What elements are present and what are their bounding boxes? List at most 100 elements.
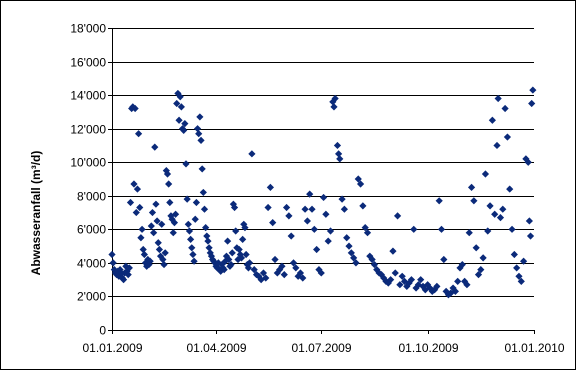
data-point — [486, 202, 494, 210]
data-point — [322, 210, 330, 218]
data-point — [271, 255, 279, 264]
data-point — [289, 259, 298, 267]
data-point — [437, 225, 446, 233]
data-point — [449, 284, 457, 292]
y-tick-label: 12'000 — [70, 123, 106, 137]
data-point — [206, 249, 214, 257]
x-tick-label: 01.10.2009 — [398, 341, 458, 355]
data-point — [526, 232, 535, 240]
data-point — [294, 272, 302, 280]
y-tick-label: 18'000 — [70, 22, 106, 36]
data-point — [170, 219, 179, 227]
data-point — [442, 287, 450, 296]
data-point — [205, 244, 213, 252]
data-point — [188, 244, 196, 252]
data-point — [310, 225, 318, 233]
data-point — [161, 249, 169, 257]
data-point — [110, 266, 118, 274]
data-point — [222, 252, 231, 260]
data-point — [276, 266, 284, 274]
data-point — [336, 155, 344, 163]
x-tick-label: 01.01.2010 — [504, 341, 564, 355]
data-point — [440, 255, 448, 264]
data-point — [230, 203, 239, 212]
data-point — [116, 266, 124, 274]
data-point — [184, 220, 192, 228]
data-point — [141, 259, 150, 267]
data-point — [182, 160, 190, 168]
data-point — [387, 276, 395, 284]
data-point — [359, 202, 367, 210]
data-point — [493, 141, 501, 150]
data-point — [159, 255, 167, 264]
data-point — [181, 120, 189, 128]
x-tick-label: 01.04.2009 — [186, 341, 246, 355]
data-point — [146, 257, 154, 265]
data-point — [144, 255, 152, 264]
y-tick-labels: 0 2'000 4'000 6'000 8'000 10'000 12'000 14'000 1… — [70, 22, 106, 338]
data-point — [224, 237, 232, 245]
data-point — [417, 276, 425, 284]
data-point — [156, 252, 165, 260]
data-point — [458, 260, 466, 269]
data-point — [198, 165, 206, 173]
data-point — [474, 271, 483, 279]
data-point — [175, 116, 183, 124]
data-point — [202, 224, 210, 232]
data-point — [529, 86, 537, 94]
data-point — [393, 212, 402, 220]
data-point — [193, 125, 202, 133]
data-point — [220, 266, 228, 274]
data-point — [524, 158, 532, 166]
data-point — [221, 257, 229, 265]
data-point — [519, 257, 528, 265]
y-tick-label: 8'000 — [77, 190, 106, 204]
data-point — [269, 219, 277, 227]
data-point — [513, 264, 521, 272]
data-point — [176, 93, 184, 101]
data-point — [228, 249, 236, 257]
data-point — [153, 217, 161, 225]
data-point — [140, 250, 148, 259]
data-point — [382, 277, 390, 285]
data-point — [333, 141, 342, 150]
data-point — [259, 269, 268, 277]
data-point — [435, 197, 443, 205]
data-point — [479, 254, 487, 262]
data-point — [278, 262, 286, 270]
data-point — [151, 143, 159, 151]
data-point — [138, 225, 146, 233]
data-point — [183, 195, 191, 203]
data-point — [282, 203, 291, 212]
data-point — [428, 287, 436, 296]
data-point — [131, 104, 139, 113]
data-point — [136, 203, 144, 212]
x-tick-label: 01.07.2009 — [291, 341, 351, 355]
data-point — [124, 271, 132, 279]
data-point — [266, 183, 274, 191]
data-point — [370, 260, 379, 269]
y-tick-label: 14'000 — [70, 89, 106, 103]
data-point — [343, 234, 351, 242]
data-point — [239, 235, 247, 243]
data-point — [171, 210, 180, 218]
data-point — [389, 247, 397, 255]
data-point — [195, 130, 203, 138]
data-point — [510, 250, 518, 259]
data-point — [308, 205, 316, 213]
data-point — [330, 103, 338, 111]
data-point — [326, 227, 335, 235]
data-point — [347, 249, 355, 257]
data-point — [203, 232, 211, 240]
data-point — [470, 197, 478, 205]
data-point — [296, 269, 305, 277]
data-point — [166, 198, 174, 207]
data-point — [515, 272, 523, 280]
data-point — [454, 277, 462, 285]
data-point — [335, 150, 343, 158]
y-tick-label: 2'000 — [77, 290, 106, 304]
data-point — [130, 180, 138, 188]
data-point — [252, 271, 261, 279]
data-point — [145, 260, 153, 269]
data-point — [196, 113, 204, 121]
